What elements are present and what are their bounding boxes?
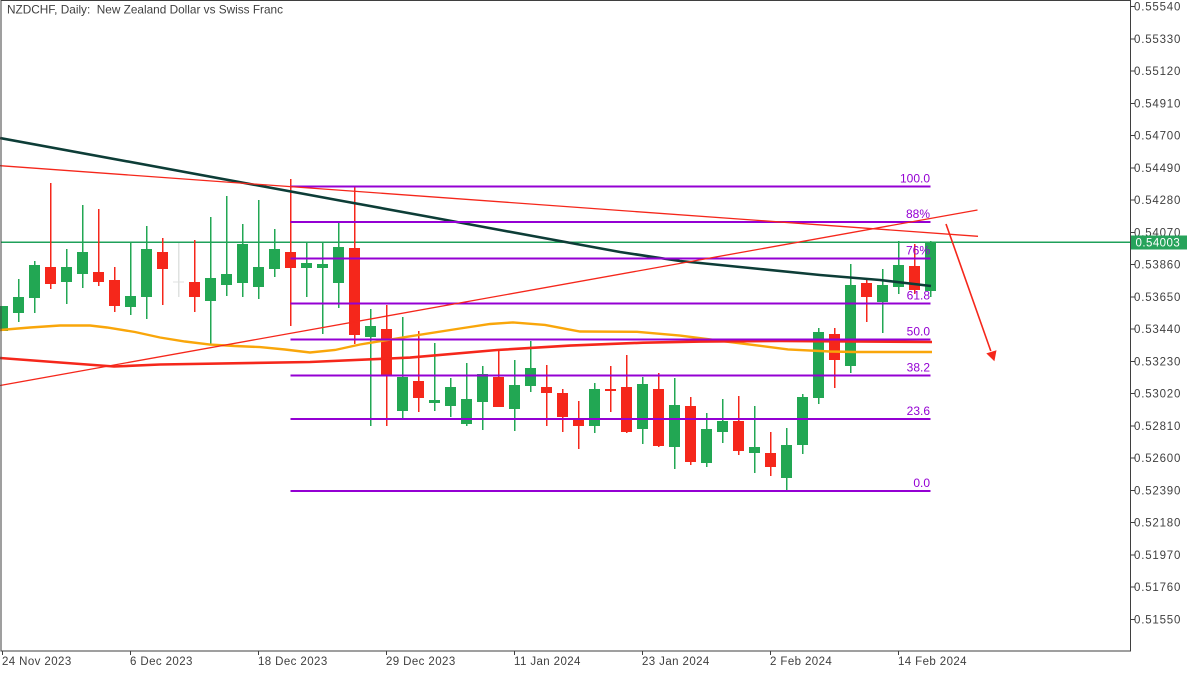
svg-text:0.54280: 0.54280	[1134, 195, 1181, 207]
svg-text:NZDCHF, Daily: New Zealand Do: NZDCHF, Daily: New Zealand Dollar vs Swi…	[7, 2, 283, 16]
svg-text:0.52600: 0.52600	[1134, 453, 1181, 465]
svg-text:76%: 76%	[906, 243, 930, 257]
svg-text:11 Jan 2024: 11 Jan 2024	[514, 656, 581, 668]
svg-text:24 Nov 2023: 24 Nov 2023	[2, 656, 72, 668]
svg-text:0.52390: 0.52390	[1134, 485, 1181, 497]
svg-text:50.0: 50.0	[907, 324, 931, 338]
svg-text:0.52180: 0.52180	[1134, 518, 1181, 530]
svg-text:0.53020: 0.53020	[1134, 389, 1181, 401]
svg-text:0.53230: 0.53230	[1134, 356, 1181, 368]
svg-text:0.0: 0.0	[913, 476, 930, 490]
svg-text:0.51550: 0.51550	[1134, 615, 1181, 627]
svg-text:0.53650: 0.53650	[1134, 292, 1181, 304]
svg-text:23 Jan 2024: 23 Jan 2024	[642, 656, 710, 668]
svg-text:29 Dec 2023: 29 Dec 2023	[386, 656, 456, 668]
svg-text:100.0: 100.0	[900, 172, 930, 186]
svg-text:88%: 88%	[906, 207, 930, 221]
svg-text:0.55330: 0.55330	[1134, 34, 1181, 46]
svg-text:18 Dec 2023: 18 Dec 2023	[258, 656, 328, 668]
svg-text:0.55540: 0.55540	[1134, 2, 1181, 14]
svg-text:0.54003: 0.54003	[1136, 237, 1181, 249]
svg-text:2 Feb 2024: 2 Feb 2024	[770, 656, 832, 668]
svg-text:0.54490: 0.54490	[1134, 163, 1181, 175]
svg-text:0.52810: 0.52810	[1134, 421, 1181, 433]
svg-text:38.2: 38.2	[907, 361, 931, 375]
svg-text:0.53440: 0.53440	[1134, 324, 1181, 336]
svg-text:0.54910: 0.54910	[1134, 99, 1181, 111]
svg-text:0.51760: 0.51760	[1134, 582, 1181, 594]
svg-text:23.6: 23.6	[907, 404, 931, 418]
svg-text:0.54700: 0.54700	[1134, 131, 1181, 143]
svg-text:0.55120: 0.55120	[1134, 66, 1181, 78]
svg-text:0.51970: 0.51970	[1134, 550, 1181, 562]
svg-text:6 Dec 2023: 6 Dec 2023	[130, 656, 193, 668]
svg-text:14 Feb 2024: 14 Feb 2024	[898, 656, 967, 668]
svg-text:61.8: 61.8	[907, 289, 931, 303]
svg-text:0.53860: 0.53860	[1134, 260, 1181, 272]
